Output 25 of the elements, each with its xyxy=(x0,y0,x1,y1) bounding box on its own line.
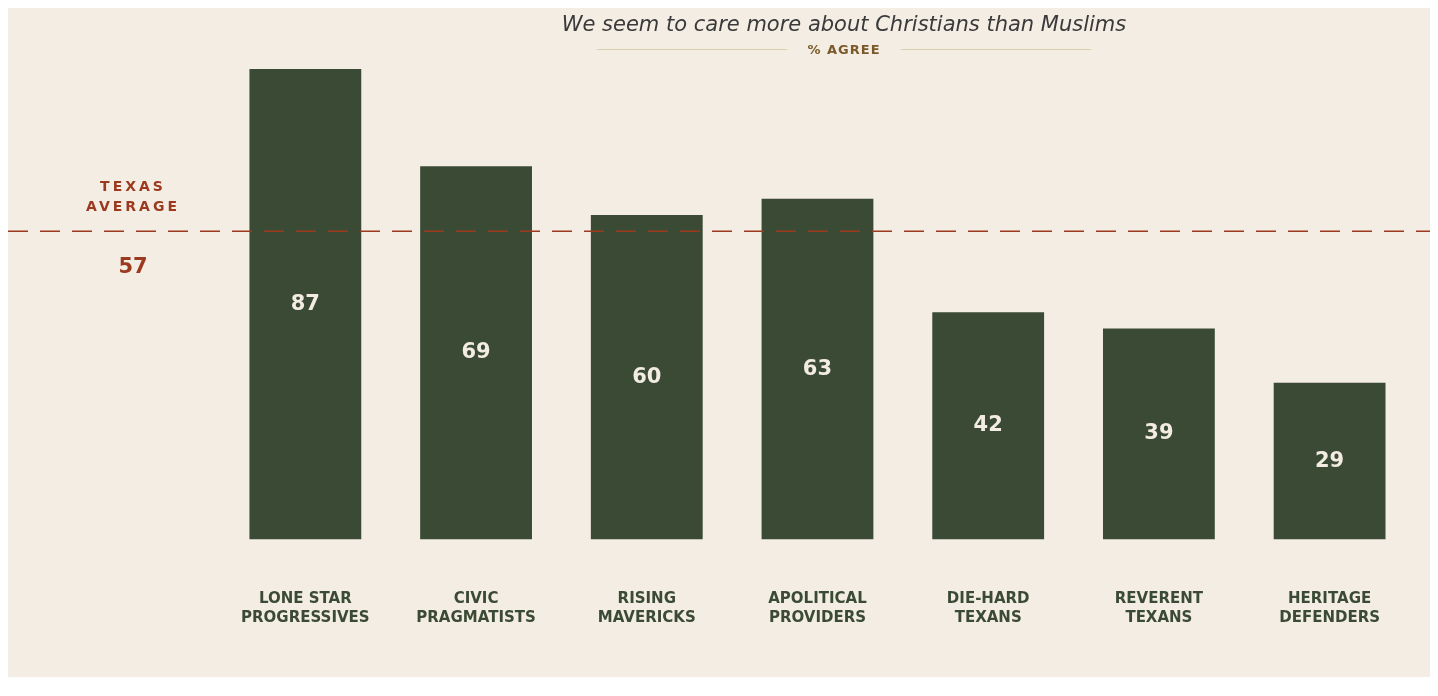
data-label: 60 xyxy=(632,363,662,388)
bar xyxy=(932,312,1045,540)
data-label: 63 xyxy=(802,355,833,380)
x-tick-label: RISING MAVERICKS xyxy=(597,588,696,626)
data-label: 42 xyxy=(973,412,1003,437)
bar xyxy=(761,198,874,540)
ref-line-label: TEXAS AVERAGE xyxy=(86,178,180,215)
x-tick-label: HERITAGE DEFENDERS xyxy=(1279,588,1380,626)
bar xyxy=(1102,328,1215,540)
chart-subtitle: % AGREE xyxy=(807,42,881,57)
x-tick-label: REVERENT TEXANS xyxy=(1114,588,1204,626)
x-tick-label: LONE STAR PROGRESSIVES xyxy=(241,588,370,626)
data-label: 29 xyxy=(1314,447,1345,472)
bar xyxy=(1273,382,1386,540)
data-label: 87 xyxy=(290,290,320,315)
x-tick-label: APOLITICAL PROVIDERS xyxy=(768,588,868,626)
bar xyxy=(420,166,532,540)
data-label: 39 xyxy=(1144,420,1174,445)
bar xyxy=(249,69,362,540)
chart-title: We seem to care more about Christians than Muslims xyxy=(560,12,1128,36)
bar xyxy=(590,215,703,540)
annotation: 57 xyxy=(118,254,148,279)
x-tick-label: DIE-HARD TEXANS xyxy=(946,588,1030,626)
x-tick-label: CIVIC PRAGMATISTS xyxy=(416,588,536,626)
data-label: 69 xyxy=(461,339,491,364)
